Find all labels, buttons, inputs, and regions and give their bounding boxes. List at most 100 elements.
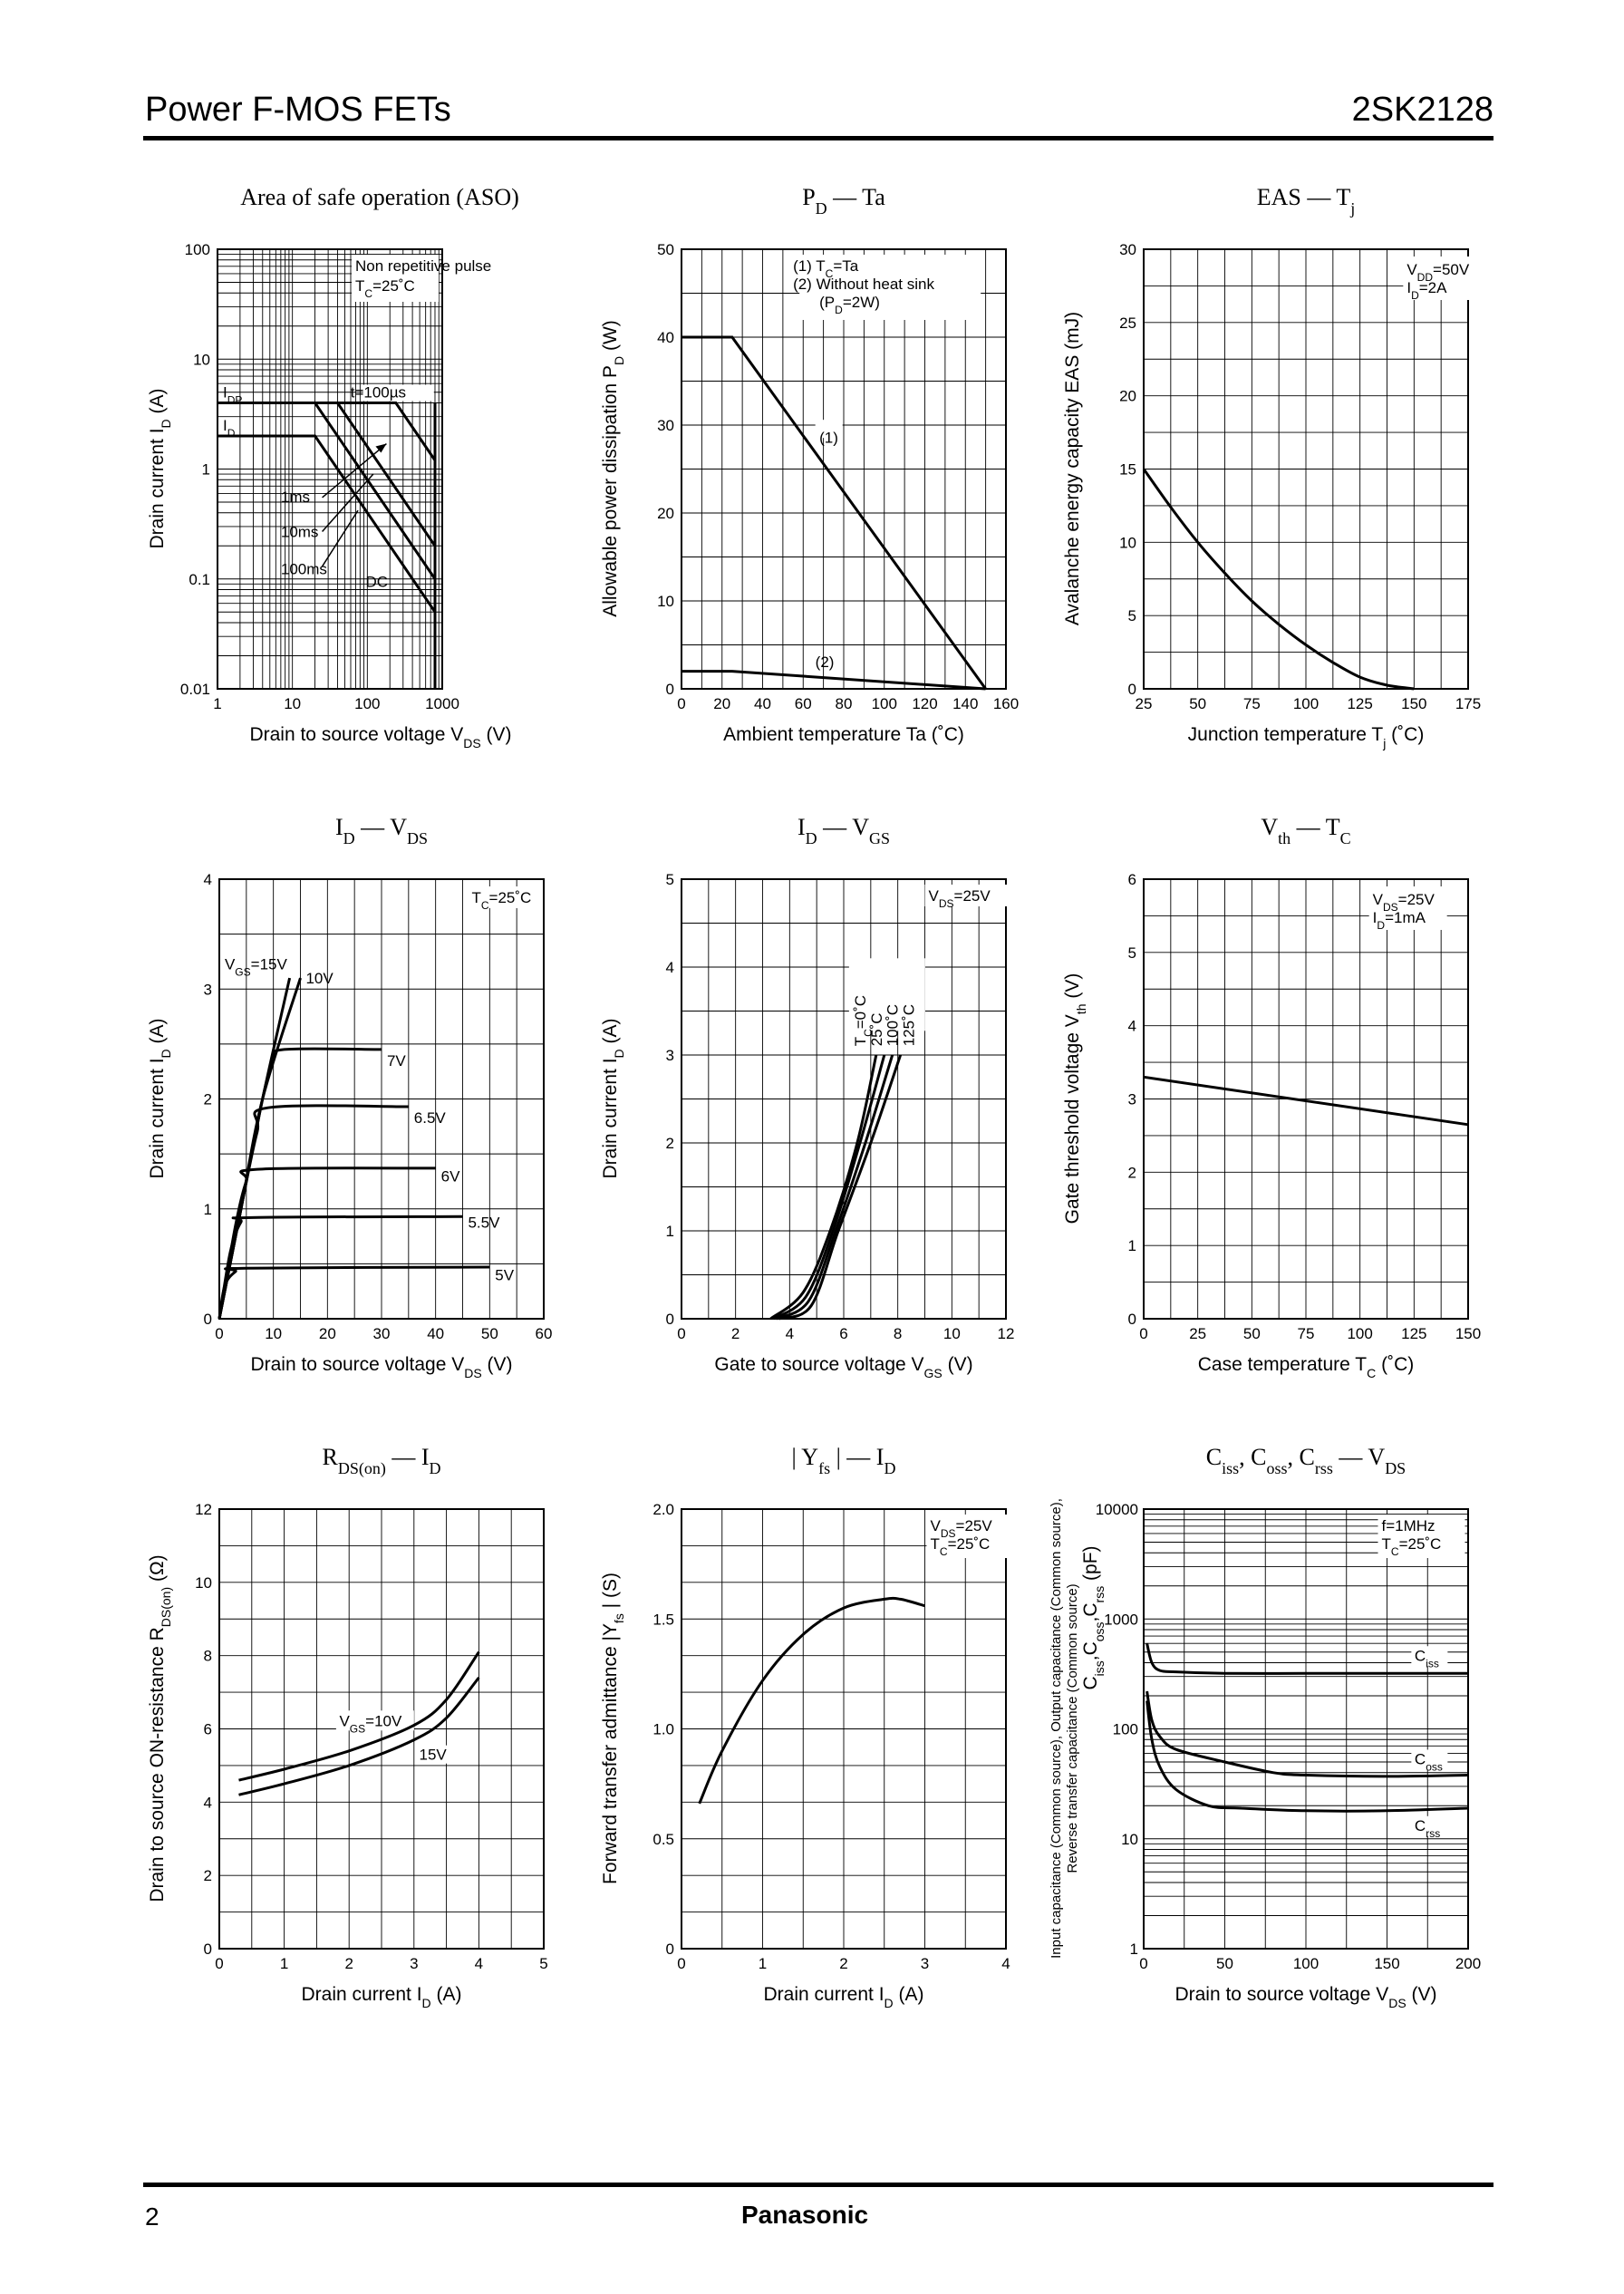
label-bg bbox=[362, 384, 434, 402]
x-tick-label: 25 bbox=[1189, 1325, 1206, 1342]
y-tick-label: 6 bbox=[204, 1721, 212, 1738]
x-axis-label-part: (V) bbox=[1406, 1984, 1437, 2005]
x-axis-label-part: (A) bbox=[894, 1984, 924, 2005]
chart-title-part: V bbox=[1261, 814, 1278, 840]
series-label: (2) bbox=[816, 653, 835, 671]
chart-title-part: EAS — T bbox=[1257, 184, 1351, 210]
page-number: 2 bbox=[145, 2202, 160, 2231]
note-text-part: D bbox=[835, 304, 843, 316]
x-tick-label: 175 bbox=[1455, 695, 1481, 712]
x-axis-label-part: Drain to source voltage V bbox=[1174, 1984, 1388, 2005]
plot-frame bbox=[218, 1508, 545, 1950]
x-axis-label-part: j bbox=[1382, 736, 1386, 750]
x-tick-label: 3 bbox=[410, 1955, 418, 1972]
level-label-part: DP bbox=[227, 394, 243, 407]
x-axis-label-part: DS bbox=[1388, 1996, 1406, 2010]
series-iss bbox=[1146, 1642, 1468, 1675]
x-tick-label: 3 bbox=[921, 1955, 929, 1972]
note-text-part: (1) T bbox=[793, 257, 826, 275]
y-axis-label: Input capacitance (Common source), Outpu… bbox=[1049, 1498, 1064, 1959]
x-tick-label: 0 bbox=[677, 695, 685, 712]
y-tick-label: 4 bbox=[666, 959, 674, 976]
x-axis-label-part: Gate to source voltage V bbox=[714, 1354, 923, 1375]
y-axis-label: Drain to source ON-resistance RDS(on) (Ω… bbox=[147, 1554, 173, 1902]
x-tick-label: 40 bbox=[754, 695, 771, 712]
note-text: (PD=2W) bbox=[819, 294, 880, 316]
x-axis-label-part: D bbox=[884, 1996, 894, 2010]
y-tick-label: 0 bbox=[666, 681, 674, 698]
chart-title-part: D bbox=[884, 1459, 895, 1477]
chart-title-part: j bbox=[1349, 199, 1355, 218]
y-tick-label: 1 bbox=[202, 461, 210, 479]
y-tick-label: 4 bbox=[204, 1794, 212, 1811]
y-tick-label: 3 bbox=[666, 1047, 674, 1064]
chart-title-part: DS bbox=[1385, 1459, 1406, 1477]
note-text-part: T bbox=[471, 889, 480, 906]
y-tick-label: 12 bbox=[195, 1501, 212, 1518]
x-axis-label-part: Case temperature T bbox=[1198, 1354, 1368, 1375]
x-axis-label-part: (˚C) bbox=[1376, 1354, 1414, 1375]
y-tick-label: 0.1 bbox=[188, 571, 210, 588]
chart-title-part: Area of safe operation (ASO) bbox=[240, 184, 519, 210]
y-tick-label: 15 bbox=[1119, 461, 1136, 479]
note-text: ID=2A bbox=[1406, 279, 1447, 302]
series-label-dc: DC bbox=[365, 573, 388, 590]
series-label-part: rss bbox=[1426, 1827, 1440, 1840]
note-bg bbox=[926, 1515, 1009, 1558]
x-tick-label: 125 bbox=[1401, 1325, 1426, 1342]
vgs-label: VGS=10V bbox=[339, 1712, 402, 1735]
note-text-part: C bbox=[481, 899, 489, 912]
plot-frame bbox=[217, 248, 443, 690]
chart-title-part: R bbox=[322, 1444, 338, 1470]
note-text: VDS=25V bbox=[931, 1517, 993, 1540]
y-axis-label-part: Drain current I bbox=[147, 428, 168, 548]
x-axis-label: Drain to source voltage VDS (V) bbox=[250, 1354, 512, 1380]
series-label: 15V bbox=[420, 1747, 448, 1764]
y-tick-label: 25 bbox=[1119, 315, 1136, 332]
y-tick-label: 0 bbox=[204, 1941, 212, 1958]
plot-frame bbox=[1143, 878, 1469, 1320]
y-tick-label: 1.0 bbox=[652, 1721, 674, 1738]
series-label: 6V bbox=[441, 1167, 460, 1185]
y-axis-label-part: Drain to source ON-resistance R bbox=[147, 1627, 168, 1902]
chart-title: RDS(on) — ID bbox=[322, 1444, 440, 1478]
y-tick-label: 5 bbox=[1128, 607, 1136, 624]
series-label-100ms: 100ms bbox=[281, 561, 327, 578]
x-axis-label-part: Ambient temperature Ta (˚C) bbox=[723, 724, 964, 745]
y-axis-label-part: (V) bbox=[1062, 973, 1083, 1004]
x-axis-label-part: GS bbox=[924, 1366, 942, 1380]
x-tick-label: 160 bbox=[993, 695, 1019, 712]
y-axis-label-part: (pF) bbox=[1080, 1545, 1101, 1585]
y-tick-label: 1000 bbox=[1104, 1611, 1138, 1628]
chart-title-part: — I bbox=[386, 1444, 430, 1470]
y-tick-label: 50 bbox=[657, 241, 674, 258]
note-text-part: C bbox=[826, 267, 834, 280]
plot-frame bbox=[681, 878, 1007, 1320]
y-axis-label-part: ,C bbox=[1080, 1602, 1101, 1621]
tc-label-part: T bbox=[852, 1037, 869, 1046]
series-label-1ms: 1ms bbox=[281, 489, 310, 506]
note-text: (2) Without heat sink bbox=[793, 276, 934, 293]
x-axis-label: Junction temperature Tj (˚C) bbox=[1188, 724, 1425, 750]
x-tick-label: 0 bbox=[677, 1325, 685, 1342]
y-axis-label-part: (A) bbox=[147, 1019, 168, 1050]
x-axis-label: Drain to source voltage VDS (V) bbox=[1174, 1984, 1436, 2010]
y-tick-label: 3 bbox=[204, 981, 212, 998]
note-text-part: T bbox=[1382, 1535, 1391, 1553]
vgs-label: VGS=15V bbox=[225, 955, 288, 978]
x-axis-label-part: Junction temperature T bbox=[1188, 724, 1384, 745]
x-axis-label: Case temperature TC (˚C) bbox=[1198, 1354, 1414, 1380]
note-text: TC=25˚C bbox=[1382, 1535, 1442, 1558]
note-bg bbox=[352, 255, 439, 302]
x-tick-label: 10 bbox=[265, 1325, 282, 1342]
note-text: Non repetitive pulse bbox=[355, 257, 491, 275]
chart-title-part: — V bbox=[817, 814, 870, 840]
vgs-label-part: V bbox=[339, 1712, 350, 1729]
label-bg bbox=[815, 420, 843, 439]
y-axis-label-part: D bbox=[159, 419, 173, 428]
label-bg bbox=[417, 1745, 454, 1764]
x-tick-label: 10 bbox=[943, 1325, 961, 1342]
note-text-part: DS bbox=[941, 1527, 956, 1540]
y-tick-label: 20 bbox=[1119, 388, 1136, 405]
